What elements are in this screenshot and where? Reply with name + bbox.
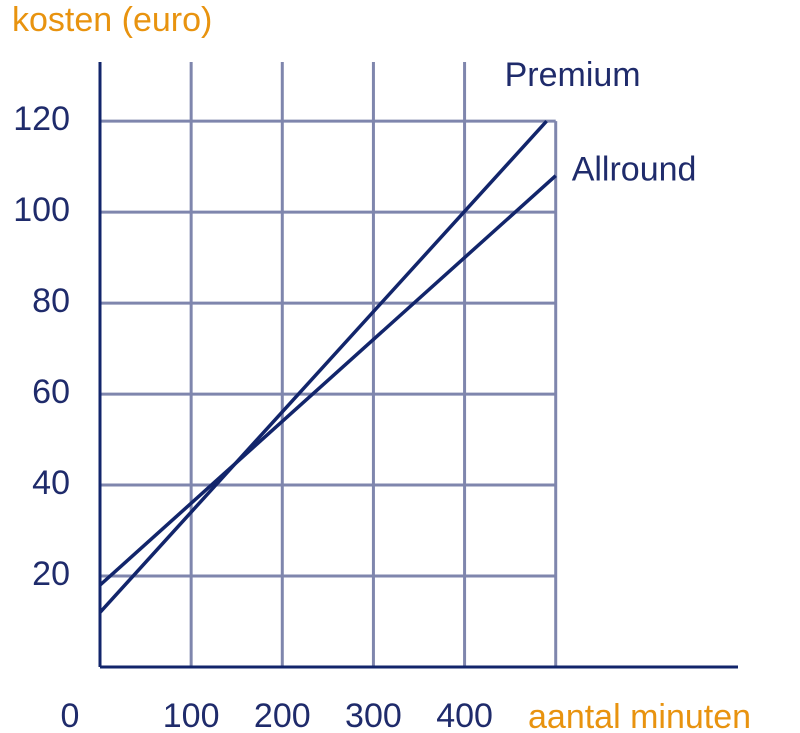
y-tick-label: 40 bbox=[32, 464, 70, 502]
y-tick-label: 60 bbox=[32, 373, 70, 411]
line bbox=[98, 119, 548, 614]
x-tick-label: 400 bbox=[436, 697, 493, 733]
y-tick-label: 80 bbox=[32, 282, 70, 320]
x-axis-title: aantal minuten bbox=[528, 698, 751, 733]
x-tick-label: 200 bbox=[254, 697, 311, 733]
x-tick-label: 300 bbox=[345, 697, 402, 733]
x-tick-label: 0 bbox=[61, 697, 80, 733]
y-tick-label: 20 bbox=[32, 555, 70, 593]
x-tick-label: 100 bbox=[163, 697, 220, 733]
legend-label: Premium bbox=[505, 56, 641, 94]
y-axis-title: kosten (euro) bbox=[12, 1, 212, 39]
line bbox=[98, 174, 557, 587]
y-tick-label: 120 bbox=[13, 100, 70, 138]
y-tick-label: 100 bbox=[13, 191, 70, 229]
legend-label: Allround bbox=[572, 151, 697, 189]
